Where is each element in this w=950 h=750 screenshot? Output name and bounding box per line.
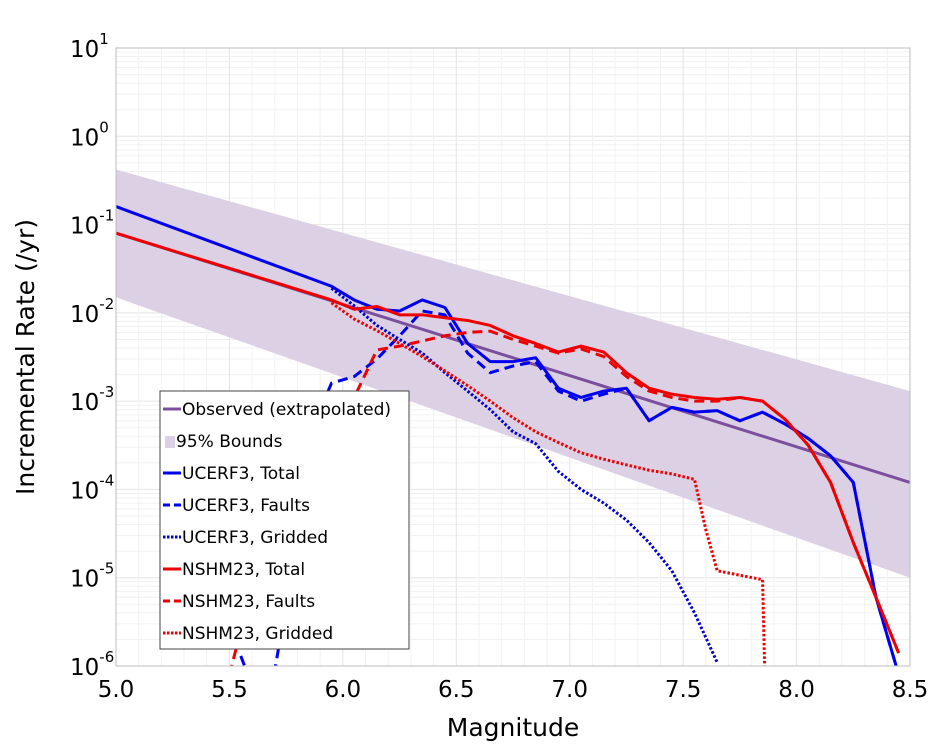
legend-swatch bbox=[165, 436, 175, 448]
legend-box bbox=[159, 390, 410, 650]
y-tick-labels: 101 100 10-1 10-2 10-3 10-4 10-5 10-6 bbox=[70, 30, 114, 681]
bounds-band bbox=[116, 169, 910, 578]
bounds-layer bbox=[116, 169, 910, 578]
legend-label: NSHM23, Gridded bbox=[182, 624, 333, 644]
plot-frame bbox=[115, 47, 911, 667]
x-tick-label: 6.0 bbox=[325, 677, 362, 703]
legend-label: UCERF3, Faults bbox=[182, 496, 310, 516]
y-tick-label: 10-5 bbox=[70, 560, 114, 593]
series-line-3 bbox=[330, 287, 719, 663]
x-tick-label: 8.5 bbox=[892, 677, 929, 703]
legend-label: NSHM23, Faults bbox=[182, 592, 315, 612]
y-tick-label: 100 bbox=[70, 118, 109, 151]
x-tick-labels: 5.0 5.5 6.0 6.5 7.0 7.5 8.0 8.5 bbox=[98, 677, 929, 703]
legend: Observed (extrapolated) 95% Bounds UCERF3,… bbox=[159, 390, 410, 650]
legend-label: 95% Bounds bbox=[176, 432, 283, 452]
legend-label: UCERF3, Total bbox=[182, 464, 300, 484]
x-tick-label: 6.5 bbox=[438, 677, 475, 703]
legend-label: Observed (extrapolated) bbox=[182, 400, 391, 420]
legend-label: NSHM23, Total bbox=[182, 560, 305, 580]
x-axis-title: Magnitude bbox=[447, 713, 579, 742]
legend-label: UCERF3, Gridded bbox=[182, 528, 328, 548]
series-line-6 bbox=[330, 301, 767, 666]
x-tick-label: 7.5 bbox=[665, 677, 702, 703]
y-tick-label: 10-2 bbox=[70, 295, 114, 328]
y-tick-label: 10-3 bbox=[70, 383, 114, 416]
y-tick-label: 101 bbox=[70, 30, 109, 63]
x-tick-label: 8.0 bbox=[778, 677, 815, 703]
x-tick-label: 5.5 bbox=[211, 677, 248, 703]
y-tick-label: 10-1 bbox=[70, 207, 114, 240]
x-tick-label: 7.0 bbox=[551, 677, 588, 703]
y-axis-title: Incremental Rate (/yr) bbox=[11, 219, 40, 495]
y-tick-label: 10-6 bbox=[70, 648, 114, 681]
x-tick-label: 5.0 bbox=[98, 677, 135, 703]
y-tick-label: 10-4 bbox=[70, 471, 114, 504]
